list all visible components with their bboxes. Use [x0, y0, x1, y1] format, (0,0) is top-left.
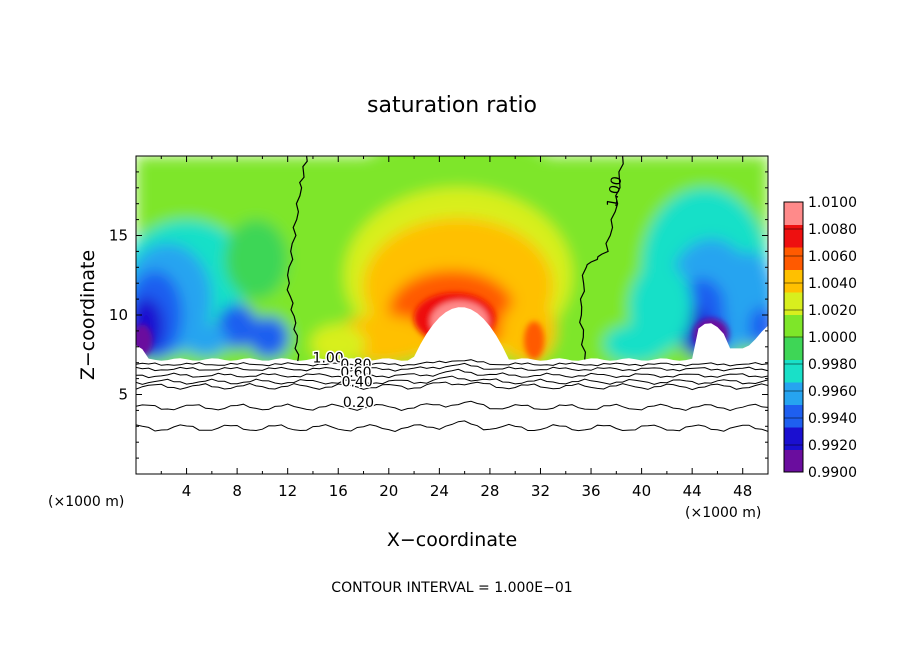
colorbar-tick-label: 1.0000 [808, 330, 857, 346]
colorbar-tick-label: 0.9920 [808, 438, 857, 454]
field-cell [524, 321, 545, 360]
colorbar-tick-label: 1.0100 [808, 195, 857, 211]
field-cell [182, 324, 229, 357]
contour-label: 1.00 [313, 351, 344, 367]
y-tick-label: 15 [109, 227, 128, 245]
contour-line [136, 420, 768, 433]
contour-line [136, 359, 768, 367]
contour-line [136, 375, 768, 385]
colorbar-swatch [784, 359, 803, 383]
contour-label: 1.00 [604, 175, 625, 208]
colorbar-tick-label: 0.9960 [808, 384, 857, 400]
colorbar-swatch [784, 382, 803, 405]
colorbar-swatch [784, 314, 803, 338]
field-cell [248, 316, 289, 358]
x-tick-label: 8 [232, 482, 242, 500]
colorbar-swatch [784, 202, 803, 225]
contour-label: 0.20 [343, 395, 374, 411]
contour-label: 0.80 [340, 357, 371, 373]
field-cell [310, 324, 367, 363]
colorbar-swatch [784, 247, 803, 270]
x-tick-label: 12 [278, 482, 297, 500]
colorbar-tick-label: 0.9940 [808, 411, 857, 427]
x-tick-label: 36 [581, 482, 600, 500]
x-tick-label: 20 [379, 482, 398, 500]
y-tick-label: 5 [118, 386, 128, 404]
saturation-contour-right [579, 156, 624, 360]
colorbar-swatch [784, 404, 803, 428]
y-axis-label: Z−coordinate [77, 250, 99, 380]
contour-label: 0.60 [340, 365, 371, 381]
field-cell [603, 324, 667, 363]
x-tick-label: 40 [632, 482, 651, 500]
saturation-field [136, 156, 768, 474]
colorbar-swatch [784, 292, 803, 315]
x-unit-left: (×1000 m) [48, 494, 124, 510]
colorbar-swatch [784, 337, 803, 360]
x-tick-label: 44 [683, 482, 702, 500]
x-unit-right: (×1000 m) [685, 505, 761, 521]
contour-label: 0.40 [342, 375, 373, 391]
colorbar-swatch [784, 269, 803, 293]
x-axis-label: X−coordinate [387, 529, 517, 551]
x-tick-label: 28 [480, 482, 499, 500]
y-tick-label: 10 [109, 306, 128, 324]
colorbar: 1.0100 1.0080 1.0060 1.0040 1.0020 1.0000 0.99… [783, 195, 857, 481]
x-tick-label: 4 [182, 482, 192, 500]
colorbar-swatch [784, 427, 803, 450]
chart-title: saturation ratio [367, 93, 537, 118]
contour-line [136, 381, 768, 391]
x-tick-label: 48 [733, 482, 752, 500]
contour-lines [136, 156, 768, 433]
contour-interval-note: CONTOUR INTERVAL = 1.000E−01 [331, 580, 572, 596]
colorbar-tick-label: 0.9900 [808, 465, 857, 481]
saturation-contour-left [286, 156, 308, 362]
y-axis: 5 10 15 [109, 171, 768, 459]
x-tick-label: 32 [531, 482, 550, 500]
x-axis: 4 8 12 16 20 24 28 32 36 40 44 48 [160, 156, 752, 500]
colorbar-swatch [784, 449, 803, 473]
x-tick-label: 24 [430, 482, 449, 500]
field-cell [224, 219, 288, 300]
colorbar-tick-label: 1.0080 [808, 222, 857, 238]
colorbar-tick-label: 1.0060 [808, 249, 857, 265]
contour-line [136, 368, 768, 379]
contour-line [136, 400, 768, 412]
x-tick-label: 16 [329, 482, 348, 500]
subsaturated-region [136, 307, 768, 474]
colorbar-tick-label: 1.0020 [808, 303, 857, 319]
colorbar-tick-label: 1.0040 [808, 276, 857, 292]
colorbar-swatch [784, 224, 803, 248]
contour-line [136, 362, 768, 372]
contour-labels: 1.001.000.800.600.400.20 [311, 175, 625, 413]
colorbar-tick-label: 0.9980 [808, 357, 857, 373]
